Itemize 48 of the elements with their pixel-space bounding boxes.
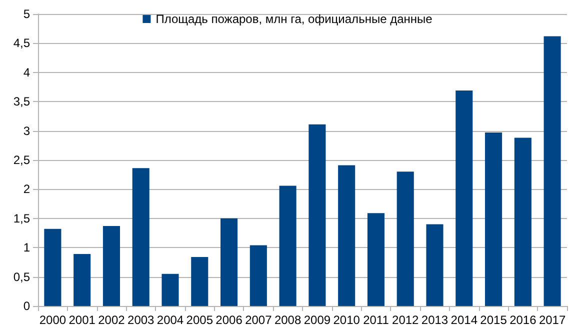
y-tick-label: 2 (23, 182, 30, 196)
bar (102, 226, 120, 306)
x-tick-label: 2008 (274, 313, 302, 327)
x-tick-label: 2011 (363, 313, 390, 327)
x-tick-label: 2004 (156, 313, 184, 327)
bar (426, 224, 444, 306)
x-tick-label: 2016 (510, 313, 537, 327)
x-tick-label: 2000 (39, 313, 66, 327)
x-tick-label: 2010 (333, 313, 360, 327)
bar (191, 256, 208, 306)
bar (132, 168, 150, 306)
y-tick-label: 4 (23, 65, 30, 80)
bar (250, 245, 267, 306)
x-tick-label: 2002 (98, 313, 126, 327)
y-tick-label: 1 (23, 240, 30, 255)
bar (308, 124, 326, 306)
bar (367, 213, 384, 306)
x-tick-label: 2015 (480, 313, 508, 327)
y-tick-label: 3 (23, 124, 30, 138)
bar (220, 218, 238, 306)
bar (44, 228, 62, 306)
x-tick-label: 2005 (186, 313, 214, 327)
bar (514, 138, 532, 306)
x-tick-label: 2009 (304, 313, 331, 327)
x-tick-label: 2014 (450, 313, 478, 327)
bar (279, 186, 296, 306)
bar (456, 90, 473, 306)
x-tick-label: 2001 (68, 313, 96, 327)
legend-label: Площадь пожаров, млн га, официальные данные (156, 12, 433, 26)
x-tick-label: 2017 (538, 313, 566, 327)
bar (396, 172, 414, 306)
x-tick-label: 2003 (128, 313, 155, 327)
bar (338, 165, 356, 306)
bar (162, 274, 179, 306)
x-tick-label: 2006 (216, 313, 243, 327)
bar (544, 36, 561, 306)
y-tick-label: 3,5 (13, 94, 30, 109)
y-tick-label: 0,5 (13, 270, 30, 284)
x-tick-label: 2013 (421, 313, 448, 327)
x-tick-label: 2012 (392, 313, 420, 327)
y-tick-label: 1,5 (13, 211, 30, 226)
bar (485, 132, 502, 306)
x-tick-label: 2007 (245, 313, 272, 327)
y-tick-label: 4,5 (13, 36, 30, 50)
y-tick-label: 5 (23, 7, 30, 21)
y-tick-label: 2,5 (13, 153, 30, 167)
bar (74, 254, 91, 306)
y-tick-label: 0 (23, 299, 30, 313)
